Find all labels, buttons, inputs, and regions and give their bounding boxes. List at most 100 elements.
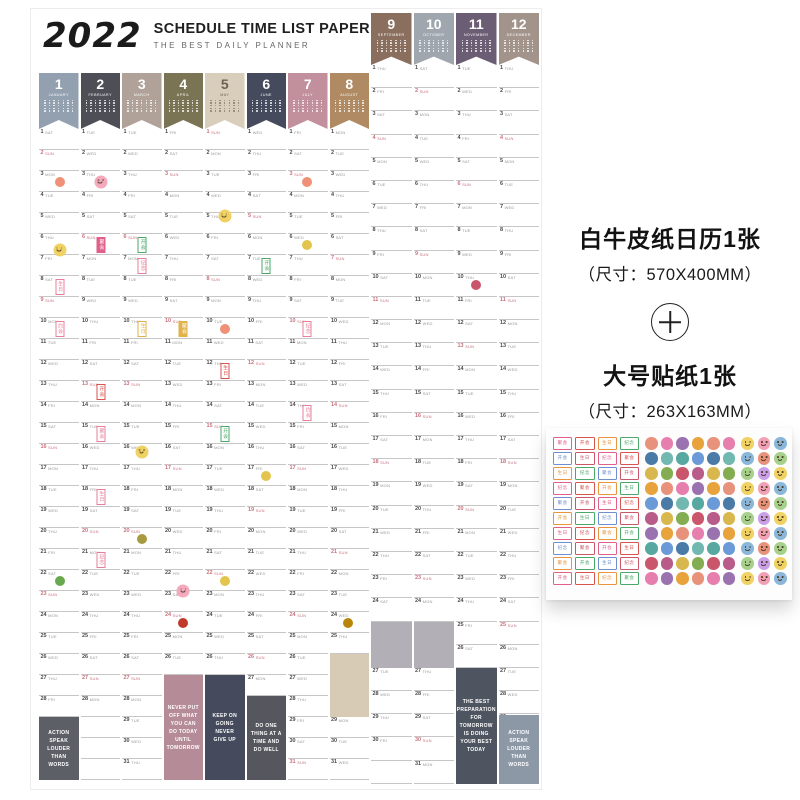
day-weekday: TUE: [297, 655, 306, 660]
grid-dot: [517, 50, 520, 52]
day-weekday: TUE: [48, 487, 57, 492]
day-weekday: FRI: [504, 89, 512, 95]
day-weekday: TUE: [47, 340, 57, 345]
grid-dot: [90, 104, 92, 107]
grid-dot: [423, 47, 426, 50]
sheet-dot-sticker: [722, 512, 735, 525]
grid-dot: [446, 47, 449, 50]
day-row: 25 WED: [205, 633, 245, 654]
day-number: 24: [331, 612, 338, 618]
day-weekday: MON: [48, 466, 59, 471]
day-number: 25: [206, 633, 213, 639]
day-weekday: SAT: [419, 66, 428, 71]
day-weekday: SAT: [380, 437, 389, 442]
grid-dot: [94, 107, 97, 110]
sheet-tag-sticker: 开会: [619, 467, 639, 480]
day-row: 15 SUN: [205, 423, 245, 444]
day-number: 17: [248, 465, 255, 471]
sheet-tag-sticker: 聚会: [575, 542, 595, 555]
day-number: 19: [248, 507, 255, 513]
day-weekday: THU: [297, 550, 306, 555]
day-row: 22 TUE: [122, 570, 162, 591]
day-number: 7: [331, 255, 335, 261]
day-row: [80, 738, 120, 759]
day-row: 5 TUE: [288, 213, 328, 234]
sheet-smiley-sticker: [774, 557, 787, 570]
grid-dot: [256, 104, 258, 107]
day-row: 2 SUN: [39, 150, 79, 171]
day-number: 21: [415, 528, 422, 535]
sheet-tag-label: 生日: [602, 500, 613, 505]
day-weekday: SAT: [86, 214, 95, 219]
grid-dot: [127, 99, 129, 101]
month-column: 5 MAY 1 SUN 2 MON 3 TUE 4 WED 5 THU 6 FRI 7 SAT 8 SUN 9 MON…: [205, 73, 245, 780]
day-number: 25: [457, 621, 464, 628]
day-row: 20 SUN: [456, 506, 497, 529]
day-weekday: MON: [507, 483, 518, 489]
sheet-dot-sticker: [660, 572, 673, 585]
sheet-tag-label: 生日: [602, 560, 613, 565]
day-weekday: MON: [465, 529, 476, 535]
day-row: 5 SUN: [246, 213, 286, 234]
grid-dot: [260, 110, 263, 112]
day-list: 1 SUN 2 MON 3 TUE 4 WED 5 THU 6 FRI 7 SAT 8 SUN 9 MON 10 TU…: [205, 129, 245, 780]
sheet-tag-sticker: 生日: [553, 467, 573, 480]
grid-dot: [210, 110, 212, 112]
month-name: SEPTEMBER: [377, 32, 405, 37]
day-row: 18 FRI: [456, 459, 497, 483]
day-weekday: WED: [465, 576, 476, 582]
day-number: 9: [206, 297, 210, 303]
sheet-dot-sticker: [660, 467, 673, 480]
day-number: 24: [457, 598, 464, 605]
day-number: 12: [206, 360, 213, 366]
day-row: 5 TUE: [163, 213, 203, 234]
day-weekday: THU: [214, 361, 223, 366]
day-number: 5: [457, 157, 461, 164]
month-column: 2 FEBRUARY 1 TUE 2 WED 3 THU 4 FRI 5 SAT 6 SUN 7 MON 8 TU…: [80, 73, 120, 780]
sheet-dot-sticker: [645, 467, 658, 480]
day-weekday: MON: [297, 634, 308, 639]
sheet-dot-sticker: [691, 557, 704, 570]
day-weekday: SAT: [48, 424, 57, 429]
grid-dot: [522, 50, 525, 52]
day-weekday: SUN: [89, 529, 99, 534]
day-row: 9 FRI: [498, 251, 539, 274]
day-row: 1 FRI: [163, 129, 203, 150]
day-row: 20 THU: [39, 528, 79, 549]
day-weekday: THU: [422, 344, 432, 350]
sheet-dot-sticker: [707, 542, 720, 555]
day-number: 26: [165, 654, 172, 660]
day-number: 22: [82, 570, 89, 576]
day-number: 13: [372, 343, 379, 350]
day-number: 2: [331, 150, 335, 156]
day-row: 23 WED: [456, 575, 497, 599]
day-number: 16: [289, 444, 296, 450]
sheet-smiley-sticker: [741, 437, 754, 450]
sheet-tag-sticker: 聚会: [553, 557, 573, 570]
grid-dot: [334, 102, 337, 104]
day-number: 13: [82, 381, 89, 387]
day-row: 17 THU: [80, 465, 120, 486]
day-row: 16 MON: [205, 444, 245, 465]
day-number: 28: [40, 696, 47, 702]
day-number: 11: [415, 296, 421, 303]
sheet-tag-label: 纪念: [602, 455, 613, 460]
day-weekday: MON: [172, 340, 183, 345]
day-row: 19 MON: [498, 482, 539, 506]
day-row: 4 THU: [329, 192, 369, 213]
day-weekday: SUN: [462, 181, 472, 187]
grid-dot: [475, 39, 477, 41]
day-number: 21: [372, 528, 379, 535]
grid-dot: [228, 102, 231, 104]
day-number: 13: [289, 381, 296, 387]
day-weekday: WED: [465, 413, 476, 419]
grid-dot: [270, 110, 272, 112]
grid-dot: [196, 102, 198, 104]
day-number: 25: [331, 633, 338, 639]
day-row: 16 SUN: [39, 444, 79, 465]
grid-dot: [191, 99, 194, 101]
grid-dot: [376, 50, 379, 52]
day-weekday: THU: [214, 508, 223, 513]
day-number: 15: [457, 389, 464, 396]
